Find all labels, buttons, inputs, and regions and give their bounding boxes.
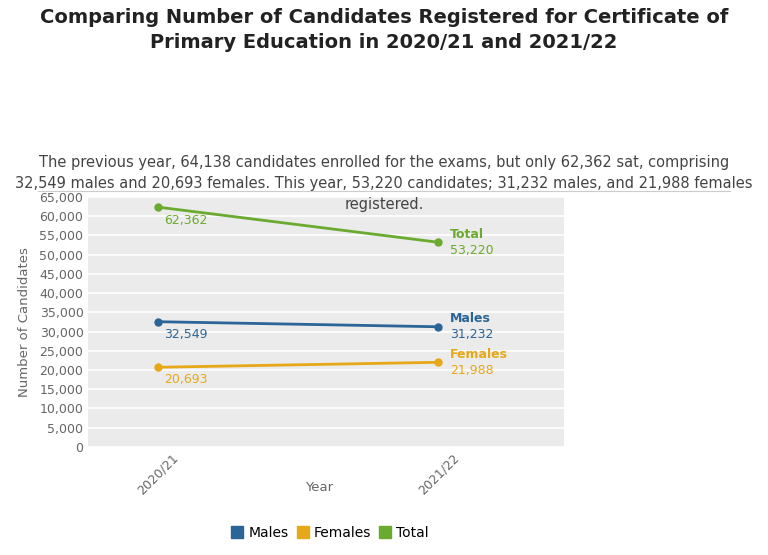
Text: 32,549: 32,549 (164, 328, 207, 341)
Text: 62,362: 62,362 (164, 214, 207, 228)
Legend: Males, Females, Total: Males, Females, Total (227, 520, 434, 545)
Text: Males: Males (449, 312, 491, 325)
Text: Year: Year (305, 481, 333, 494)
Text: Females: Females (449, 347, 508, 361)
Text: Comparing Number of Candidates Registered for Certificate of
Primary Education i: Comparing Number of Candidates Registere… (40, 8, 728, 52)
Text: 31,232: 31,232 (449, 329, 493, 341)
Text: 20,693: 20,693 (164, 374, 207, 386)
Text: Total: Total (449, 228, 484, 241)
Y-axis label: Number of Candidates: Number of Candidates (18, 247, 31, 397)
Text: The previous year, 64,138 candidates enrolled for the exams, but only 62,362 sat: The previous year, 64,138 candidates enr… (15, 155, 753, 213)
Text: 53,220: 53,220 (449, 244, 493, 257)
Text: 21,988: 21,988 (449, 364, 493, 377)
